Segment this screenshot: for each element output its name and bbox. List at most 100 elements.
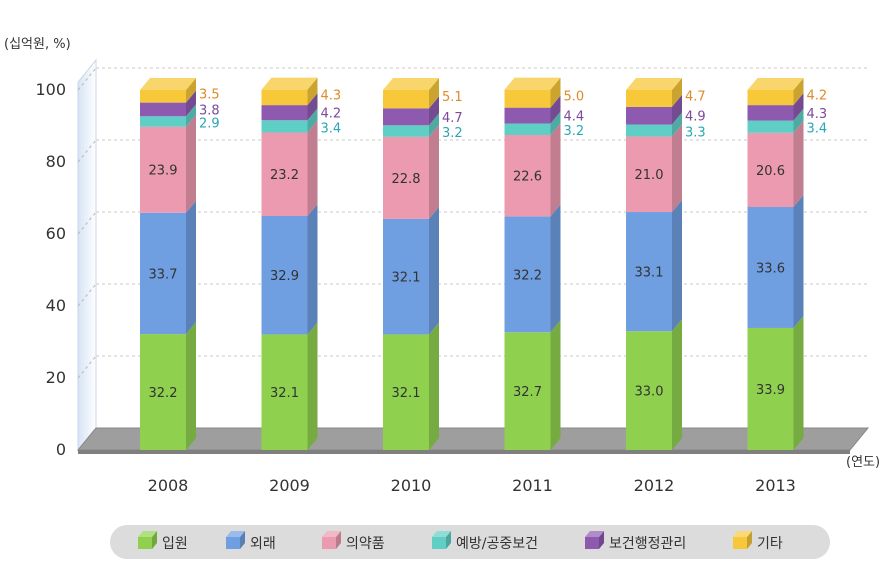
legend-item: 기타 bbox=[733, 531, 783, 552]
data-label: 4.7 bbox=[685, 89, 706, 104]
data-label: 4.9 bbox=[685, 110, 706, 125]
data-label: 33.9 bbox=[756, 383, 785, 398]
bar-segment-side bbox=[550, 320, 561, 450]
legend-label: 외래 bbox=[250, 536, 276, 552]
x-tick-label: 2012 bbox=[634, 476, 675, 495]
bar-segment bbox=[747, 207, 794, 328]
data-label: 5.1 bbox=[442, 90, 463, 105]
bar-top-face bbox=[747, 78, 804, 90]
bar-segment-side bbox=[550, 111, 561, 135]
bar-segment bbox=[747, 327, 794, 450]
bar-segment-side bbox=[307, 93, 318, 121]
bar-segment bbox=[383, 90, 429, 109]
bar-segment bbox=[747, 90, 794, 106]
gridline-wall bbox=[77, 283, 97, 307]
gridline-wall bbox=[77, 139, 97, 163]
bar-segment bbox=[140, 126, 186, 213]
data-label: 32.1 bbox=[392, 386, 421, 401]
data-label: 3.4 bbox=[807, 122, 828, 137]
y-tick-label: 100 bbox=[35, 80, 66, 99]
data-label: 33.0 bbox=[635, 385, 664, 400]
bar-segment-side bbox=[793, 195, 804, 328]
bar-segment-side bbox=[186, 322, 196, 450]
bar-top-face bbox=[261, 77, 318, 90]
bar-segment bbox=[140, 90, 186, 103]
bar-segment-side bbox=[186, 104, 196, 127]
gridline-wall bbox=[77, 355, 97, 379]
legend-box bbox=[110, 525, 830, 559]
bar-top-face bbox=[626, 78, 682, 90]
data-label: 4.7 bbox=[442, 111, 463, 126]
legend-item: 예방/공중보건 bbox=[432, 531, 538, 552]
legend-swatch-icon bbox=[138, 537, 152, 549]
bar-top-face bbox=[140, 78, 196, 90]
bar-segment bbox=[504, 89, 551, 108]
legend-label: 입원 bbox=[162, 536, 188, 552]
legend-swatch-top bbox=[138, 531, 157, 537]
bar-segment bbox=[626, 90, 672, 107]
bar-segment bbox=[261, 216, 308, 335]
data-label: 2.9 bbox=[199, 117, 220, 132]
legend-swatch-top bbox=[733, 531, 752, 537]
legend-swatch-icon bbox=[733, 537, 747, 549]
bar-segment bbox=[504, 135, 551, 217]
data-label: 3.3 bbox=[685, 126, 706, 141]
bar-segment bbox=[504, 216, 551, 333]
bar-segment bbox=[261, 132, 308, 216]
bar-top-face bbox=[504, 77, 561, 90]
bar-segment bbox=[140, 102, 186, 117]
x-tick-label: 2009 bbox=[269, 476, 310, 495]
chart-side-wall bbox=[77, 58, 97, 452]
bar-segment bbox=[261, 105, 308, 121]
data-label: 4.2 bbox=[807, 89, 828, 104]
bar-segment-side bbox=[793, 120, 804, 207]
data-label: 23.2 bbox=[270, 168, 299, 183]
data-label: 3.2 bbox=[564, 124, 585, 139]
bar-segment bbox=[626, 106, 672, 125]
data-label: 32.9 bbox=[270, 269, 299, 284]
legend-label: 의약품 bbox=[346, 536, 385, 552]
y-tick-label: 80 bbox=[46, 152, 66, 171]
bar-segment-side bbox=[186, 90, 196, 117]
unit-label: (십억원, %) bbox=[4, 37, 71, 52]
legend-swatch-top bbox=[322, 531, 341, 537]
data-label: 4.4 bbox=[564, 110, 585, 125]
legend-label: 기타 bbox=[757, 536, 783, 552]
bar-segment-side bbox=[186, 114, 196, 213]
bar-segment bbox=[626, 124, 672, 137]
bar-segment-side bbox=[186, 78, 196, 103]
bar-segment-side bbox=[672, 112, 682, 137]
data-label: 4.3 bbox=[321, 88, 342, 103]
bar-segment bbox=[140, 212, 186, 335]
legend-swatch-icon bbox=[226, 537, 240, 549]
bar-segment-side bbox=[307, 322, 318, 450]
legend-swatch-top bbox=[585, 531, 604, 537]
legend-item: 의약품 bbox=[322, 531, 385, 552]
data-label: 3.2 bbox=[442, 126, 463, 141]
data-label: 32.2 bbox=[149, 386, 178, 401]
bar-segment-side bbox=[550, 204, 561, 333]
bar-segment bbox=[626, 212, 672, 332]
data-label: 5.0 bbox=[564, 90, 585, 105]
bar-segment-side bbox=[672, 200, 682, 332]
legend-swatch-top bbox=[432, 531, 451, 537]
bar-segment bbox=[747, 132, 794, 207]
bar-segment-side bbox=[307, 108, 318, 133]
data-label: 33.6 bbox=[756, 261, 785, 276]
x-tick-label: 2010 bbox=[391, 476, 432, 495]
y-tick-label: 20 bbox=[46, 368, 66, 387]
bar-segment-side bbox=[672, 78, 682, 107]
y-tick-label: 0 bbox=[56, 440, 66, 459]
bar-segment-side bbox=[550, 95, 561, 124]
legend-swatch-top bbox=[226, 531, 245, 537]
bar-segment-side bbox=[429, 78, 439, 109]
data-label: 4.2 bbox=[321, 107, 342, 122]
bar-segment-side bbox=[672, 319, 682, 450]
legend-label: 보건행정관리 bbox=[609, 536, 686, 552]
data-label: 32.2 bbox=[513, 268, 542, 283]
legend-item: 외래 bbox=[226, 531, 276, 552]
data-label: 23.9 bbox=[149, 164, 178, 179]
bar-segment-side bbox=[429, 322, 439, 450]
bar-segment-side bbox=[793, 93, 804, 121]
y-tick-label: 40 bbox=[46, 296, 66, 315]
